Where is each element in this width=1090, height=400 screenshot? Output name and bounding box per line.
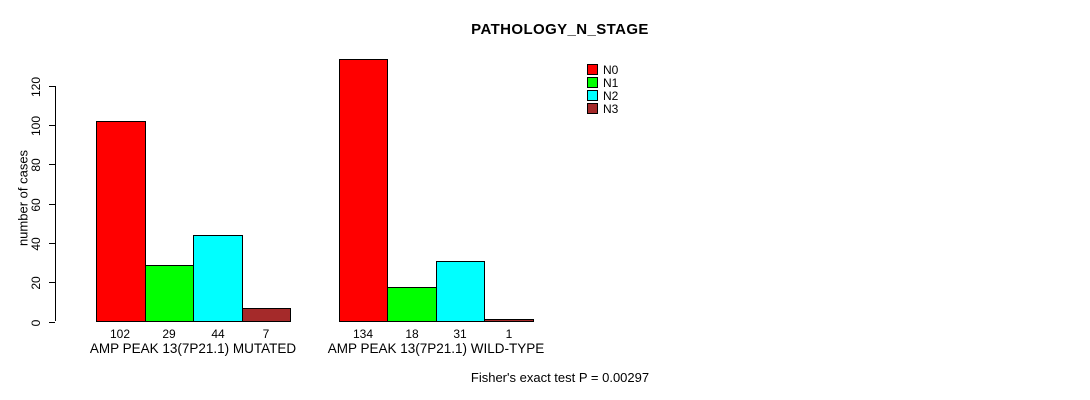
legend: N0 N1 N2 N3: [587, 63, 618, 115]
group-label: AMP PEAK 13(7P21.1) WILD-TYPE: [327, 341, 545, 356]
bar-value-label: 44: [211, 327, 225, 341]
fisher-test-note: Fisher's exact test P = 0.00297: [470, 370, 650, 385]
y-tick-label: 120: [29, 76, 43, 97]
y-tick: [49, 243, 55, 244]
legend-item: N2: [587, 89, 618, 102]
bar-value-label: 1: [505, 327, 513, 341]
bar-n3: [242, 308, 291, 322]
legend-item: N0: [587, 63, 618, 76]
y-tick: [49, 125, 55, 126]
legend-item: N1: [587, 76, 618, 89]
y-tick-label: 0: [29, 319, 43, 326]
y-tick-label: 100: [29, 115, 43, 136]
bar-value-label: 29: [162, 327, 176, 341]
legend-swatch-n2: [587, 90, 598, 101]
bar-value-label: 31: [453, 327, 467, 341]
legend-label: N1: [603, 75, 619, 90]
y-tick: [49, 164, 55, 165]
bar-n2: [193, 235, 243, 322]
bar-n1: [387, 287, 437, 322]
bar-n3: [484, 319, 534, 322]
bar-value-label: 18: [405, 327, 419, 341]
bar-value-label: 7: [262, 327, 270, 341]
bar-n2: [436, 261, 485, 322]
bar-n0: [339, 59, 388, 322]
legend-swatch-n1: [587, 77, 598, 88]
y-tick-label: 40: [29, 236, 43, 251]
bar-value-label: 134: [352, 327, 374, 341]
y-tick-label: 60: [29, 197, 43, 212]
chart-title: PATHOLOGY_N_STAGE: [471, 21, 649, 38]
y-tick-label: 20: [29, 275, 43, 290]
legend-item: N3: [587, 102, 618, 115]
y-tick: [49, 204, 55, 205]
y-tick: [49, 322, 55, 323]
legend-swatch-n0: [587, 64, 598, 75]
legend-label: N0: [603, 62, 619, 77]
bar-n0: [96, 121, 146, 322]
y-tick: [49, 86, 55, 87]
legend-swatch-n3: [587, 103, 598, 114]
group-label: AMP PEAK 13(7P21.1) MUTATED: [89, 341, 297, 356]
legend-label: N2: [603, 88, 619, 103]
legend-label: N3: [603, 101, 619, 116]
y-tick-label: 80: [29, 157, 43, 172]
bar-n1: [145, 265, 194, 322]
y-axis-line: [55, 86, 56, 321]
y-tick: [49, 282, 55, 283]
bar-value-label: 102: [109, 327, 131, 341]
